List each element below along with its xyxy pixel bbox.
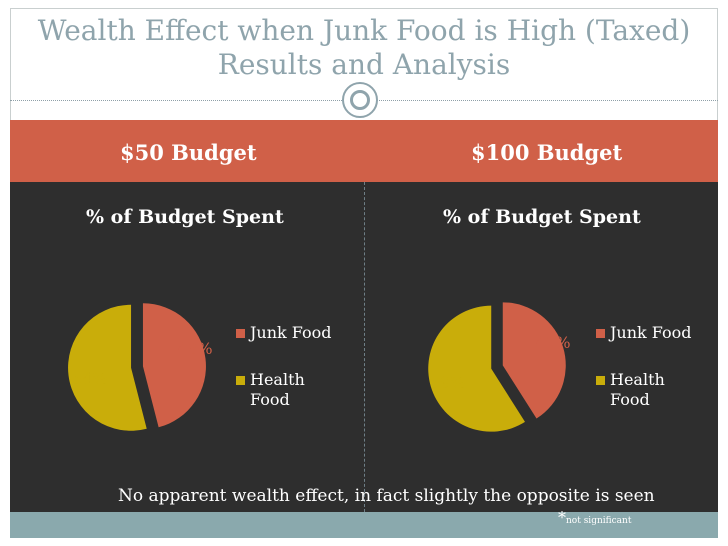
heading-band [10,120,718,182]
junk-swatch [236,329,245,338]
circle-ornament-icon [342,82,378,118]
pie-data-label: 59% [430,373,466,392]
junk-swatch [596,329,605,338]
pie-slice-junk-food [502,302,566,419]
right-legend-health-line2: Food [610,390,650,409]
left-legend-health-line1: Health [250,370,305,389]
right-chart-title: % of Budget Spent [443,206,641,228]
note-asterisk: * [558,508,566,527]
health-swatch [236,376,245,385]
right-legend-health-line1: Health [610,370,665,389]
note-text: not significant [566,516,632,526]
slide-title-line1: Wealth Effect when Junk Food is High (Ta… [37,14,691,47]
pie-data-label: 46% [177,339,213,358]
pie-data-label: 54% [72,369,108,388]
health-swatch [596,376,605,385]
pie-slice-health-food [68,304,147,431]
left-pie-chart: 46% 54% [68,303,213,431]
left-legend-junk-label: Junk Food [250,323,332,342]
circle-ornament-inner-icon [350,90,370,110]
slide-title: Wealth Effect when Junk Food is High (Ta… [10,14,718,82]
footer-strip [10,512,718,538]
left-chart-title: % of Budget Spent [86,206,284,228]
significance-note: *not significant [558,508,631,527]
pie-slice-health-food [428,305,525,432]
right-pie-chart: 41% 59% [428,302,571,432]
panel-divider [364,182,365,512]
right-budget-heading: $100 Budget [471,140,623,165]
pie-slice-junk-food [142,303,206,428]
left-legend-health-line2: Food [250,390,290,409]
left-budget-heading: $50 Budget [120,140,257,165]
pie-charts: 46% 54% 41% 59% [68,302,571,432]
pie-data-label: 41% [535,333,571,352]
right-legend-junk-label: Junk Food [610,323,692,342]
slide-title-line2: Results and Analysis [217,48,511,81]
conclusion-text: No apparent wealth effect, in fact sligh… [118,486,655,506]
